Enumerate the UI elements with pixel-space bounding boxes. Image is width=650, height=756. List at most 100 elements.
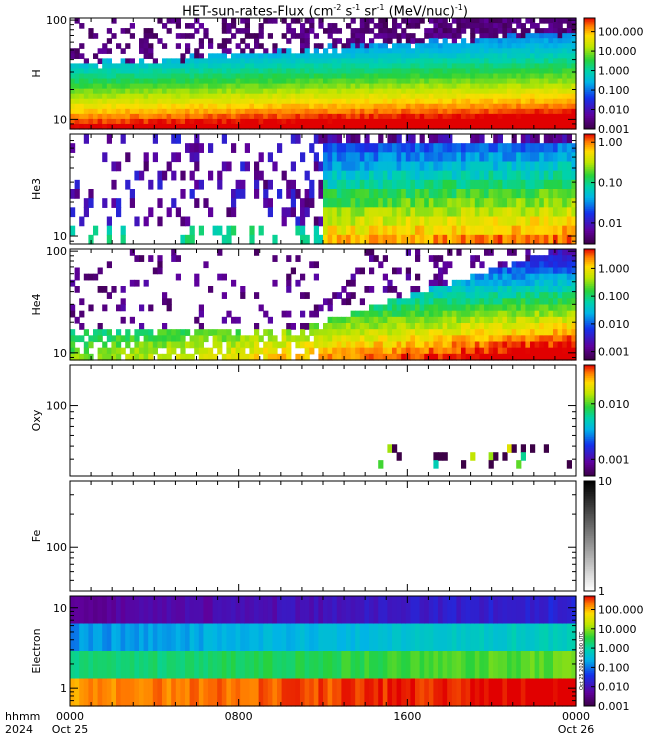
heatmap-cell [88, 234, 94, 245]
heatmap-cell [162, 123, 168, 130]
heatmap-cell [474, 347, 480, 355]
heatmap-cell [479, 18, 485, 24]
heatmap-cell [120, 596, 126, 625]
heatmap-cell [309, 28, 315, 34]
heatmap-cell [139, 329, 145, 336]
heatmap-cell [129, 189, 135, 199]
heatmap-cell [332, 347, 338, 355]
heatmap-cell [493, 93, 499, 100]
heatmap-cell [419, 323, 425, 330]
heatmap-cell [401, 179, 407, 190]
heatmap-cell [525, 234, 531, 245]
heatmap-cell [456, 113, 462, 120]
heatmap-cell [543, 68, 549, 75]
heatmap-cell [502, 261, 508, 269]
heatmap-cell [157, 267, 163, 275]
heatmap-cell [341, 53, 347, 59]
heatmap-cell [442, 179, 448, 190]
heatmap-cell [129, 279, 135, 287]
heatmap-cell [355, 189, 361, 199]
heatmap-cell [534, 273, 540, 281]
heatmap-cell [525, 108, 531, 115]
heatmap-cell [203, 33, 209, 39]
heatmap-cell [405, 234, 411, 245]
heatmap-cell [428, 323, 434, 330]
heatmap-cell [175, 329, 181, 336]
heatmap-cell [97, 93, 103, 100]
heatmap-cell [134, 335, 140, 343]
heatmap-cell [525, 335, 531, 343]
heatmap-cell [318, 53, 324, 59]
heatmap-cell [350, 198, 356, 208]
heatmap-cell [309, 347, 315, 355]
heatmap-cell [493, 152, 499, 163]
heatmap-cell [479, 38, 485, 44]
heatmap-cell [424, 329, 430, 336]
heatmap-cell [502, 353, 508, 361]
heatmap-cell [493, 88, 499, 95]
heatmap-cell [272, 347, 278, 355]
heatmap-cell [143, 347, 149, 355]
heatmap-cell [194, 134, 200, 144]
heatmap-cell [125, 651, 131, 680]
heatmap-cell [530, 170, 536, 181]
heatmap-cell [263, 98, 269, 105]
heatmap-cell [323, 68, 329, 75]
heatmap-cell [208, 329, 214, 336]
heatmap-cell [378, 261, 384, 269]
colorbar-segment [584, 110, 595, 113]
heatmap-cell [484, 207, 490, 218]
heatmap-cell [350, 335, 356, 343]
heatmap-cell [355, 341, 361, 349]
heatmap-cell [534, 292, 540, 299]
heatmap-cell [520, 353, 526, 361]
heatmap-cell [461, 123, 467, 130]
heatmap-cell [341, 161, 347, 172]
heatmap-cell [451, 279, 457, 287]
heatmap-cell [378, 207, 384, 218]
heatmap-cell [194, 83, 200, 90]
heatmap-cell [401, 341, 407, 349]
heatmap-cell [479, 53, 485, 59]
colorbar-segment [584, 311, 595, 315]
heatmap-cell [300, 83, 306, 90]
heatmap-cell [125, 678, 131, 707]
heatmap-cell [120, 651, 126, 680]
heatmap-cell [97, 88, 103, 95]
heatmap-cell [267, 596, 273, 625]
heatmap-cell [571, 179, 577, 190]
heatmap-cell [323, 98, 329, 105]
heatmap-cell [571, 225, 577, 236]
heatmap-cell [198, 73, 204, 80]
heatmap-cell [272, 113, 278, 120]
heatmap-cell [226, 123, 232, 130]
heatmap-cell [336, 323, 342, 330]
heatmap-cell [410, 353, 416, 361]
heatmap-cell [106, 329, 112, 336]
heatmap-cell [502, 98, 508, 105]
heatmap-cell [447, 118, 453, 125]
heatmap-cell [507, 58, 513, 65]
heatmap-cell [189, 143, 195, 153]
heatmap-cell [484, 310, 490, 318]
heatmap-cell [79, 98, 85, 105]
colorbar-segment [584, 265, 595, 268]
heatmap-cell [534, 347, 540, 355]
heatmap-cell [116, 103, 122, 110]
heatmap-cell [226, 58, 232, 65]
heatmap-cell [539, 273, 545, 281]
heatmap-cell [516, 98, 522, 105]
heatmap-cell [369, 108, 375, 115]
colorbar-segment [584, 178, 595, 181]
heatmap-cell [479, 170, 485, 181]
heatmap-cell [511, 108, 517, 115]
heatmap-cell [562, 341, 568, 349]
heatmap-cell [254, 249, 260, 256]
heatmap-cell [97, 267, 103, 275]
heatmap-cell [231, 623, 237, 652]
heatmap-cell [129, 123, 135, 130]
heatmap-cell [327, 58, 333, 65]
heatmap-cell [157, 63, 163, 70]
heatmap-cell [313, 113, 319, 120]
heatmap-cell [405, 161, 411, 172]
